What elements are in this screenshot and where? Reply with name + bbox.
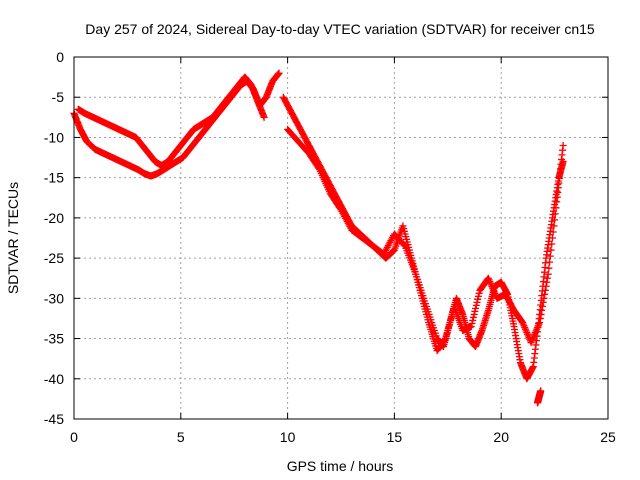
x-tick-label: 10 [280, 429, 296, 445]
data-point [471, 307, 479, 315]
y-tick-label: -15 [44, 170, 64, 186]
data-point [527, 339, 535, 347]
data-point [543, 274, 551, 282]
data-point [474, 292, 482, 300]
x-tick-label: 0 [70, 429, 78, 445]
data-point [473, 298, 481, 306]
y-tick-label: -20 [44, 210, 64, 226]
y-tick-label: -10 [44, 129, 64, 145]
data-point [541, 286, 549, 294]
data-point [519, 318, 527, 326]
x-tick-label: 25 [600, 429, 616, 445]
y-tick-label: -5 [52, 89, 65, 105]
x-tick-label: 15 [387, 429, 403, 445]
data-point [523, 329, 531, 337]
data-point [521, 323, 529, 331]
axis-ticks: 0 5 10 15 20 25 0 -5 -10 -15 -20 -25 -30 -35 -40 -45 [44, 49, 616, 445]
data-point [545, 264, 553, 272]
grid-lines [74, 57, 608, 419]
chart-title: Day 257 of 2024, Sidereal Day-to-day VTE… [85, 21, 595, 37]
data-point [559, 158, 567, 166]
data-point [522, 327, 530, 335]
data-point [521, 325, 529, 333]
data-point [519, 320, 527, 328]
data-point [546, 258, 554, 266]
data-point [469, 316, 477, 324]
plot-frame [73, 56, 609, 420]
data-point [487, 279, 495, 287]
data-point [260, 113, 268, 121]
data-point [469, 313, 477, 321]
data-point [485, 276, 493, 284]
y-tick-label: 0 [56, 49, 64, 65]
data-point [546, 252, 554, 260]
data-point [544, 270, 552, 278]
y-axis-label: SDTVAR / TECUs [5, 182, 21, 294]
data-point [275, 69, 283, 77]
data-point [472, 304, 480, 312]
data-point [484, 274, 492, 282]
data-point [529, 335, 537, 343]
data-point [543, 278, 551, 286]
x-tick-label: 5 [177, 429, 185, 445]
data-point [524, 330, 532, 338]
data-point [468, 319, 476, 327]
data-point [529, 334, 537, 342]
data-point [486, 278, 494, 286]
data-point [559, 141, 567, 149]
y-tick-label: -35 [44, 331, 64, 347]
data-point [472, 301, 480, 309]
data-point [520, 322, 528, 330]
x-tick-label: 20 [493, 429, 509, 445]
data-point [470, 310, 478, 318]
y-tick-label: -30 [44, 290, 64, 306]
data-points [70, 69, 567, 407]
y-tick-label: -25 [44, 250, 64, 266]
data-point [475, 289, 483, 297]
data-point [538, 306, 546, 314]
x-axis-label: GPS time / hours [287, 458, 394, 474]
y-tick-label: -45 [44, 411, 64, 427]
data-point [474, 295, 482, 303]
data-point [537, 387, 545, 395]
y-tick-label: -40 [44, 371, 64, 387]
